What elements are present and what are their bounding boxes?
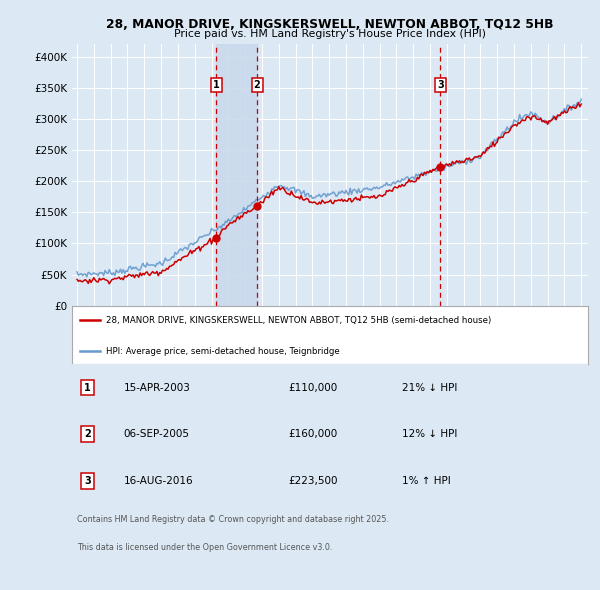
Text: 3: 3	[84, 476, 91, 486]
Text: 21% ↓ HPI: 21% ↓ HPI	[402, 382, 458, 392]
Text: 1% ↑ HPI: 1% ↑ HPI	[402, 476, 451, 486]
Text: £160,000: £160,000	[289, 430, 338, 440]
Text: £223,500: £223,500	[289, 476, 338, 486]
Text: 3: 3	[437, 80, 444, 90]
Text: 2: 2	[254, 80, 260, 90]
Text: 16-AUG-2016: 16-AUG-2016	[124, 476, 193, 486]
Text: £110,000: £110,000	[289, 382, 338, 392]
Text: 28, MANOR DRIVE, KINGSKERSWELL, NEWTON ABBOT, TQ12 5HB (semi-detached house): 28, MANOR DRIVE, KINGSKERSWELL, NEWTON A…	[106, 316, 491, 325]
Text: This data is licensed under the Open Government Licence v3.0.: This data is licensed under the Open Gov…	[77, 543, 332, 552]
Text: 12% ↓ HPI: 12% ↓ HPI	[402, 430, 458, 440]
Text: 1: 1	[84, 382, 91, 392]
Bar	[217, 44, 257, 306]
Text: 06-SEP-2005: 06-SEP-2005	[124, 430, 190, 440]
Text: Contains HM Land Registry data © Crown copyright and database right 2025.: Contains HM Land Registry data © Crown c…	[77, 516, 389, 525]
Text: Price paid vs. HM Land Registry's House Price Index (HPI): Price paid vs. HM Land Registry's House …	[174, 29, 486, 39]
Text: 28, MANOR DRIVE, KINGSKERSWELL, NEWTON ABBOT, TQ12 5HB: 28, MANOR DRIVE, KINGSKERSWELL, NEWTON A…	[106, 18, 554, 31]
Text: 2: 2	[84, 430, 91, 440]
Text: 15-APR-2003: 15-APR-2003	[124, 382, 190, 392]
Text: 1: 1	[213, 80, 220, 90]
Text: HPI: Average price, semi-detached house, Teignbridge: HPI: Average price, semi-detached house,…	[106, 347, 339, 356]
